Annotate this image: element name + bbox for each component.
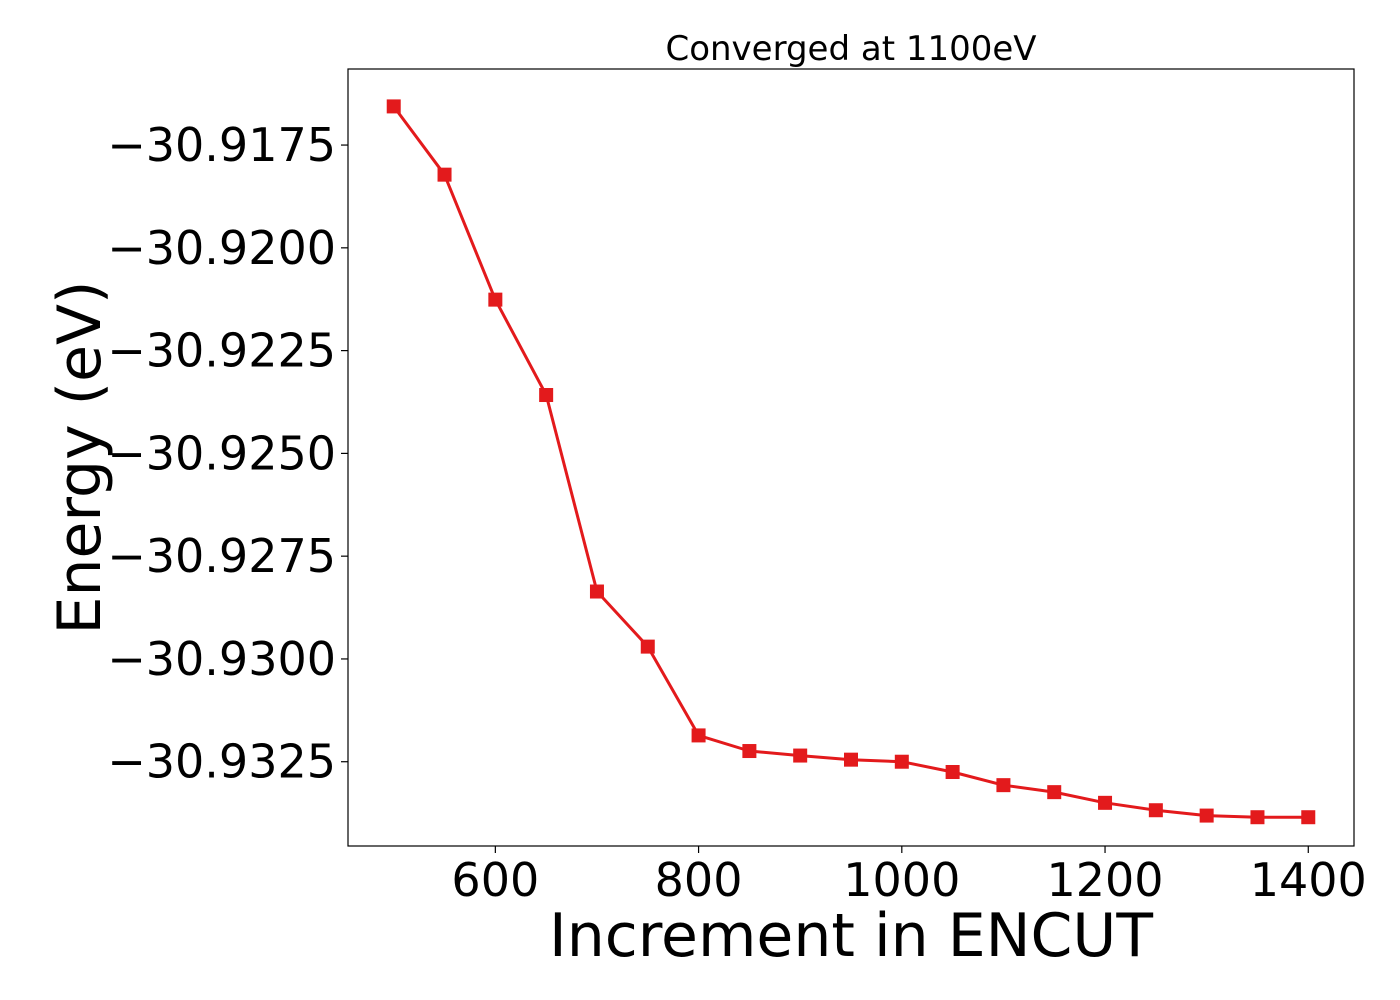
data-point-marker bbox=[386, 99, 401, 114]
data-point-marker bbox=[539, 388, 554, 403]
x-tick-label: 800 bbox=[655, 853, 743, 907]
data-point-marker bbox=[1250, 810, 1265, 825]
data-point-marker bbox=[437, 167, 452, 182]
series-line-layer bbox=[392, 105, 1309, 819]
series-marker-layer bbox=[386, 99, 1316, 825]
data-point-marker bbox=[691, 728, 706, 743]
x-tick-label: 1000 bbox=[843, 853, 960, 907]
data-point-marker bbox=[945, 765, 960, 779]
y-axis: −30.9175 −30.9200 −30.9225 −30.9250 −30.9275… bbox=[107, 118, 348, 789]
data-point-marker bbox=[1098, 795, 1113, 810]
data-point-marker bbox=[589, 584, 604, 599]
data-point-marker bbox=[1148, 803, 1163, 818]
y-tick-label: −30.9325 bbox=[107, 735, 336, 789]
chart-title: Converged at 1100eV bbox=[665, 29, 1036, 69]
x-tick-label: 600 bbox=[451, 853, 539, 907]
x-axis-label: Increment in ENCUT bbox=[549, 901, 1153, 971]
y-tick-label: −30.9225 bbox=[107, 324, 336, 378]
data-point-marker bbox=[793, 748, 808, 763]
x-axis: 600 800 1000 1200 1400 bbox=[451, 846, 1367, 907]
series-line bbox=[392, 105, 1309, 819]
y-tick-label: −30.9250 bbox=[107, 426, 336, 480]
data-point-marker bbox=[894, 754, 909, 769]
data-point-marker bbox=[996, 778, 1011, 793]
data-point-marker bbox=[488, 292, 503, 307]
data-point-marker bbox=[1301, 810, 1316, 825]
x-tick-label: 1400 bbox=[1250, 853, 1367, 907]
data-point-marker bbox=[1047, 785, 1062, 800]
data-point-marker bbox=[742, 744, 757, 759]
y-tick-label: −30.9200 bbox=[107, 221, 336, 275]
plot-frame bbox=[347, 68, 1355, 847]
data-point-marker bbox=[844, 752, 858, 767]
data-point-marker bbox=[1199, 808, 1214, 823]
y-tick-label: −30.9175 bbox=[107, 118, 336, 172]
y-tick-label: −30.9300 bbox=[107, 632, 336, 686]
data-point-marker bbox=[640, 639, 655, 654]
y-axis-label: Energy (eV) bbox=[45, 281, 115, 635]
y-tick-label: −30.9275 bbox=[107, 529, 336, 583]
x-tick-label: 1200 bbox=[1047, 853, 1164, 907]
